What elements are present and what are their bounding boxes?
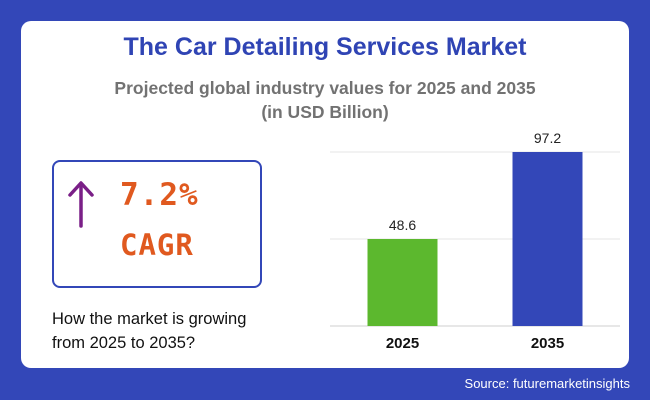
bar-2025 [367, 239, 438, 326]
data-label-2025: 48.6 [389, 217, 416, 233]
x-tick-label-2035: 2035 [531, 335, 564, 352]
growth-note-line-1: How the market is growing [52, 310, 247, 328]
growth-note: How the market is growing from 2025 to 2… [52, 307, 292, 355]
bar-2035 [512, 152, 583, 326]
source-note: Source: futuremarketinsights [464, 376, 630, 391]
arrow-up-icon [68, 181, 94, 228]
growth-note-line-2: from 2025 to 2035? [52, 334, 196, 352]
subtitle-line-2: (in USD Billion) [261, 102, 389, 122]
cagr-value: 7.2% [120, 177, 199, 213]
x-tick-label-2025: 2025 [386, 335, 419, 352]
subtitle-line-1: Projected global industry values for 202… [114, 78, 536, 98]
chart-subtitle: Projected global industry values for 202… [0, 76, 650, 124]
data-label-2035: 97.2 [534, 130, 561, 146]
chart-title: The Car Detailing Services Market [123, 33, 527, 61]
cagr-label: CAGR [120, 228, 194, 262]
cagr-box: 7.2% CAGR [52, 160, 262, 288]
